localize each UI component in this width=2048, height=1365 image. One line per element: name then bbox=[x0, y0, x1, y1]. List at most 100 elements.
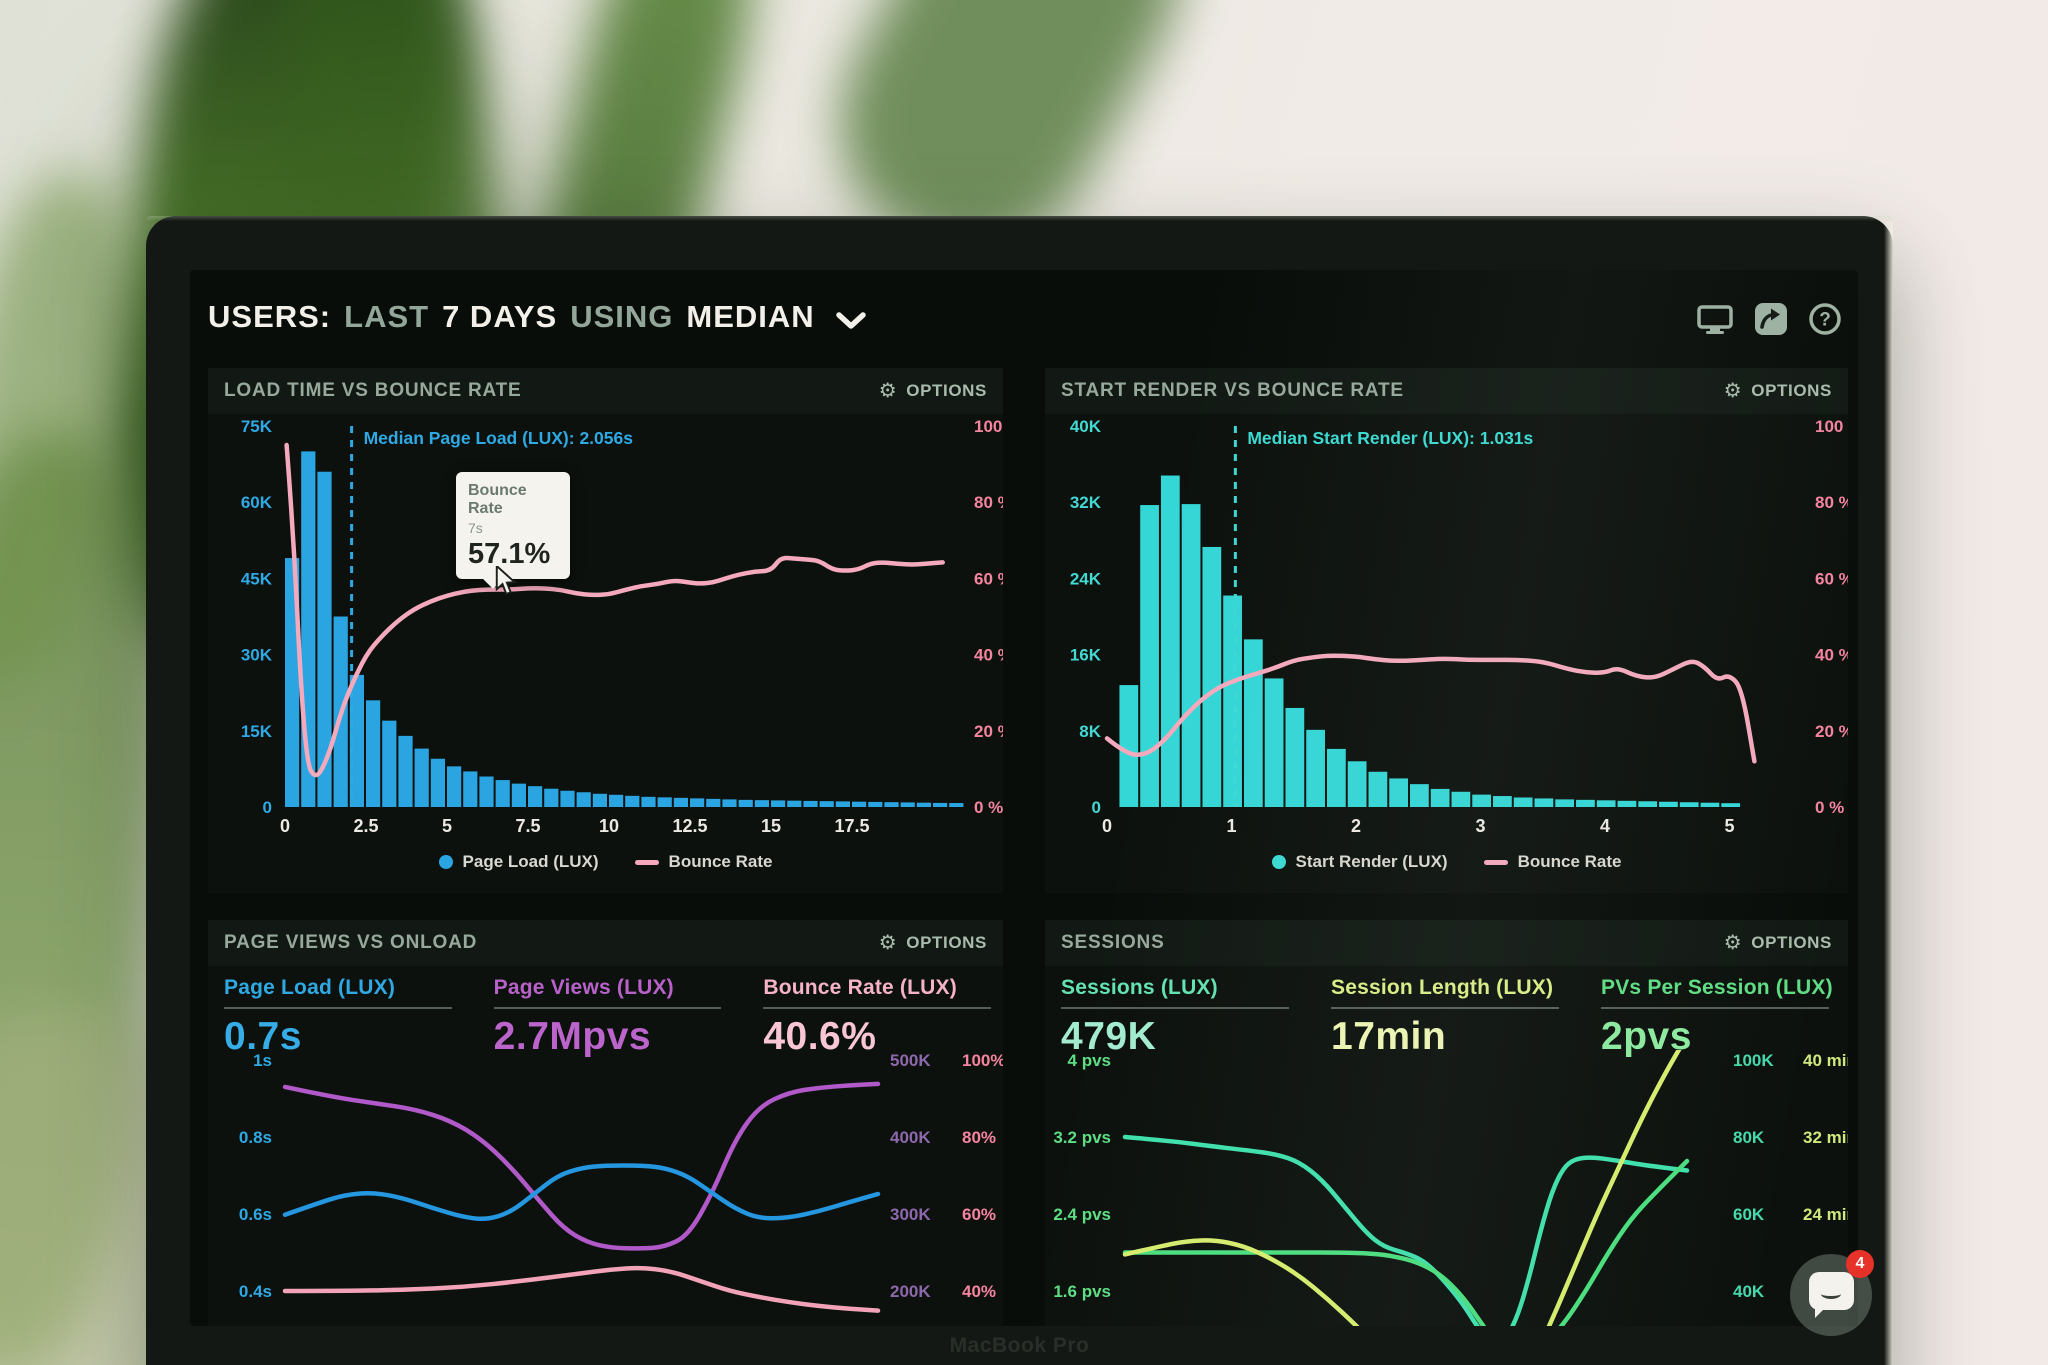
svg-text:80 %: 80 % bbox=[1815, 493, 1848, 512]
svg-text:32 min: 32 min bbox=[1803, 1128, 1848, 1147]
svg-text:4: 4 bbox=[1600, 816, 1610, 836]
metric-value: 17min bbox=[1331, 1015, 1447, 1058]
svg-text:40 %: 40 % bbox=[1815, 646, 1848, 665]
gear-icon: ⚙ bbox=[1723, 380, 1743, 402]
svg-text:500K: 500K bbox=[890, 1051, 931, 1070]
svg-text:0: 0 bbox=[1092, 798, 1101, 817]
options-button[interactable]: ⚙ OPTIONS bbox=[1724, 381, 1832, 401]
options-button[interactable]: ⚙ OPTIONS bbox=[879, 933, 987, 953]
start-render-chart[interactable]: 40K 32K 24K 16K 8K 0 100 % 80 % 60 % 40 % 20 % 0 % 0… bbox=[1045, 414, 1848, 838]
legend-swatch bbox=[634, 859, 659, 865]
share-icon[interactable] bbox=[1754, 302, 1788, 336]
svg-text:7.5: 7.5 bbox=[515, 816, 540, 836]
display-icon[interactable] bbox=[1696, 303, 1734, 335]
svg-text:4 pvs: 4 pvs bbox=[1068, 1051, 1111, 1070]
metric-session-length: Session Length (LUX) 17min bbox=[1331, 976, 1571, 1058]
metric-rule bbox=[763, 1007, 992, 1009]
legend-swatch bbox=[1483, 859, 1508, 865]
svg-text:80K: 80K bbox=[1733, 1128, 1765, 1147]
svg-text:1.6 pvs: 1.6 pvs bbox=[1053, 1282, 1111, 1301]
title-part: 7 DAYS bbox=[442, 299, 558, 334]
panel-page-views-vs-onload: PAGE VIEWS VS ONLOAD ⚙ OPTIONS Page Load… bbox=[208, 920, 1003, 1326]
metric-value: 479K bbox=[1061, 1015, 1157, 1058]
legend-label: Bounce Rate bbox=[668, 852, 773, 871]
chat-unread-badge: 4 bbox=[1846, 1250, 1874, 1278]
svg-text:75K: 75K bbox=[241, 417, 273, 436]
svg-text:20 %: 20 % bbox=[1815, 722, 1848, 741]
gear-icon: ⚙ bbox=[1723, 932, 1743, 954]
metric-row: Page Load (LUX) 0.7s Page Views (LUX) 2.… bbox=[208, 966, 1003, 1058]
options-label: OPTIONS bbox=[1751, 933, 1832, 952]
svg-text:45K: 45K bbox=[241, 569, 273, 588]
svg-text:40K: 40K bbox=[1070, 417, 1102, 436]
legend-swatch bbox=[438, 855, 453, 869]
dashboard-screen: USERS: LAST 7 DAYS USING MEDIAN bbox=[190, 270, 1858, 1326]
svg-text:0: 0 bbox=[263, 798, 272, 817]
options-label: OPTIONS bbox=[1751, 381, 1832, 400]
gear-icon: ⚙ bbox=[878, 380, 898, 402]
laptop: MacBook Pro USERS: LAST 7 DAYS USING MED… bbox=[146, 216, 1893, 1365]
panel-title: LOAD TIME VS BOUNCE RATE bbox=[224, 380, 522, 401]
panel-title: SESSIONS bbox=[1061, 932, 1165, 953]
svg-text:1: 1 bbox=[1226, 816, 1236, 836]
svg-text:5: 5 bbox=[1724, 816, 1734, 836]
svg-text:0.6s: 0.6s bbox=[239, 1205, 272, 1224]
metric-bounce-rate: Bounce Rate (LUX) 40.6% bbox=[763, 976, 1003, 1058]
svg-text:1s: 1s bbox=[253, 1051, 272, 1070]
metric-label: Bounce Rate (LUX) bbox=[763, 976, 957, 999]
title-part: USERS: bbox=[208, 299, 332, 334]
title-part: LAST bbox=[344, 299, 430, 334]
svg-text:60K: 60K bbox=[241, 493, 273, 512]
legend-start-render[interactable]: Start Render (LUX) bbox=[1271, 852, 1448, 872]
svg-text:60K: 60K bbox=[1733, 1205, 1765, 1224]
options-button[interactable]: ⚙ OPTIONS bbox=[1724, 933, 1832, 953]
metric-value: 0.7s bbox=[224, 1015, 302, 1058]
svg-text:20 %: 20 % bbox=[974, 722, 1003, 741]
svg-text:16K: 16K bbox=[1070, 646, 1102, 665]
page-views-chart[interactable]: 1s 0.8s 0.6s 0.4s 500K 400K 300K 200K 100% 80% 60%… bbox=[208, 1050, 1003, 1326]
sessions-chart[interactable]: 4 pvs 3.2 pvs 2.4 pvs 1.6 pvs 100K 80K 60K 40K 4… bbox=[1045, 1050, 1848, 1326]
svg-text:40 %: 40 % bbox=[974, 646, 1003, 665]
svg-text:?: ? bbox=[1819, 310, 1831, 331]
chart-legend: Page Load (LUX) Bounce Rate bbox=[208, 838, 1003, 886]
metric-rule bbox=[1331, 1007, 1559, 1009]
svg-text:Median Start Render (LUX): 1.0: Median Start Render (LUX): 1.031s bbox=[1247, 428, 1533, 448]
options-button[interactable]: ⚙ OPTIONS bbox=[879, 381, 987, 401]
svg-text:100%: 100% bbox=[962, 1051, 1003, 1070]
svg-text:30K: 30K bbox=[241, 646, 273, 665]
svg-text:24 min: 24 min bbox=[1803, 1205, 1848, 1224]
dashboard-header: USERS: LAST 7 DAYS USING MEDIAN bbox=[208, 296, 1842, 338]
panel-title: START RENDER VS BOUNCE RATE bbox=[1061, 380, 1404, 401]
svg-text:0 %: 0 % bbox=[1815, 798, 1844, 817]
svg-text:80 %: 80 % bbox=[974, 493, 1003, 512]
chevron-down-icon bbox=[835, 302, 866, 338]
svg-text:100 %: 100 % bbox=[1815, 417, 1848, 436]
metric-label: Page Views (LUX) bbox=[493, 976, 674, 999]
metric-page-load: Page Load (LUX) 0.7s bbox=[224, 976, 464, 1058]
panel-header: SESSIONS ⚙ OPTIONS bbox=[1045, 920, 1848, 966]
svg-text:2.4 pvs: 2.4 pvs bbox=[1053, 1205, 1111, 1224]
svg-text:24K: 24K bbox=[1070, 569, 1102, 588]
metric-label: Sessions (LUX) bbox=[1061, 976, 1218, 999]
laptop-edge-highlight bbox=[146, 216, 1893, 221]
svg-text:200K: 200K bbox=[890, 1282, 931, 1301]
metric-rule bbox=[1061, 1007, 1289, 1009]
tooltip-title: Bounce Rate bbox=[468, 482, 527, 517]
chat-launcher[interactable]: 4 bbox=[1790, 1250, 1874, 1336]
metric-rule bbox=[1601, 1007, 1829, 1009]
legend-bounce-rate[interactable]: Bounce Rate bbox=[1483, 852, 1622, 872]
panel-grid: LOAD TIME VS BOUNCE RATE ⚙ OPTIONS 75K 60… bbox=[208, 368, 1848, 1326]
legend-page-load[interactable]: Page Load (LUX) bbox=[438, 852, 599, 872]
svg-text:40 min: 40 min bbox=[1803, 1051, 1848, 1070]
users-range-dropdown[interactable]: USERS: LAST 7 DAYS USING MEDIAN bbox=[208, 296, 866, 338]
legend-bounce-rate[interactable]: Bounce Rate bbox=[634, 852, 773, 872]
load-time-chart[interactable]: 75K 60K 45K 30K 15K 0 100 % 80 % 60 % 40 % 20 % 0 %… bbox=[208, 414, 1003, 838]
gear-icon: ⚙ bbox=[878, 932, 898, 954]
svg-text:0: 0 bbox=[1102, 816, 1112, 836]
svg-text:100K: 100K bbox=[1733, 1051, 1774, 1070]
panel-header: LOAD TIME VS BOUNCE RATE ⚙ OPTIONS bbox=[208, 368, 1003, 414]
svg-text:80%: 80% bbox=[962, 1128, 996, 1147]
svg-text:60 %: 60 % bbox=[1815, 569, 1848, 588]
help-icon[interactable]: ? bbox=[1808, 302, 1842, 336]
